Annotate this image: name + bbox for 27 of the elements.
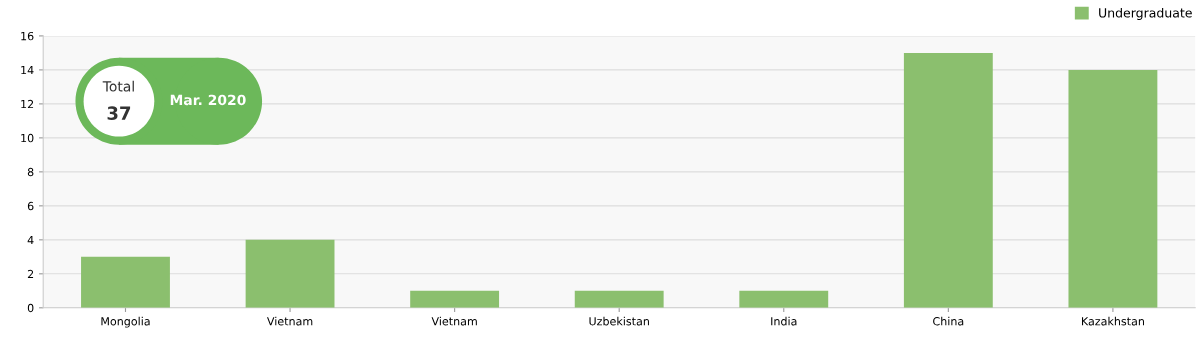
y-tick-label: 16 bbox=[21, 31, 34, 41]
x-tick-label: Vietnam bbox=[431, 316, 477, 326]
y-tick-label: 10 bbox=[21, 133, 34, 143]
bar bbox=[903, 52, 993, 308]
x-tick-label: India bbox=[771, 316, 797, 326]
bar bbox=[739, 290, 829, 308]
annotation: Mar. 2020 bbox=[170, 94, 246, 106]
x-tick-label: Mongolia bbox=[101, 316, 150, 328]
y-tick-label: 6 bbox=[27, 201, 34, 211]
y-tick-label: 12 bbox=[21, 99, 34, 109]
y-tick-label: 8 bbox=[27, 167, 34, 177]
bar bbox=[245, 239, 335, 308]
x-tick-label: Vietnam bbox=[266, 316, 313, 326]
y-tick-label: 2 bbox=[27, 269, 34, 279]
y-tick-label: 14 bbox=[21, 66, 34, 75]
bar bbox=[81, 256, 170, 308]
annotation: 37 bbox=[107, 106, 131, 120]
y-tick-label: 4 bbox=[27, 235, 34, 245]
legend-label: Undergraduate bbox=[1099, 7, 1192, 20]
bar bbox=[1068, 69, 1158, 308]
x-tick-label: Uzbekistan bbox=[589, 316, 649, 326]
y-tick-label: 0 bbox=[27, 303, 34, 313]
x-tick-label: Kazakhstan bbox=[1082, 316, 1144, 326]
x-tick-label: China bbox=[933, 316, 964, 326]
bar bbox=[410, 290, 500, 308]
annotation: Total bbox=[102, 80, 134, 92]
bar bbox=[574, 290, 664, 308]
